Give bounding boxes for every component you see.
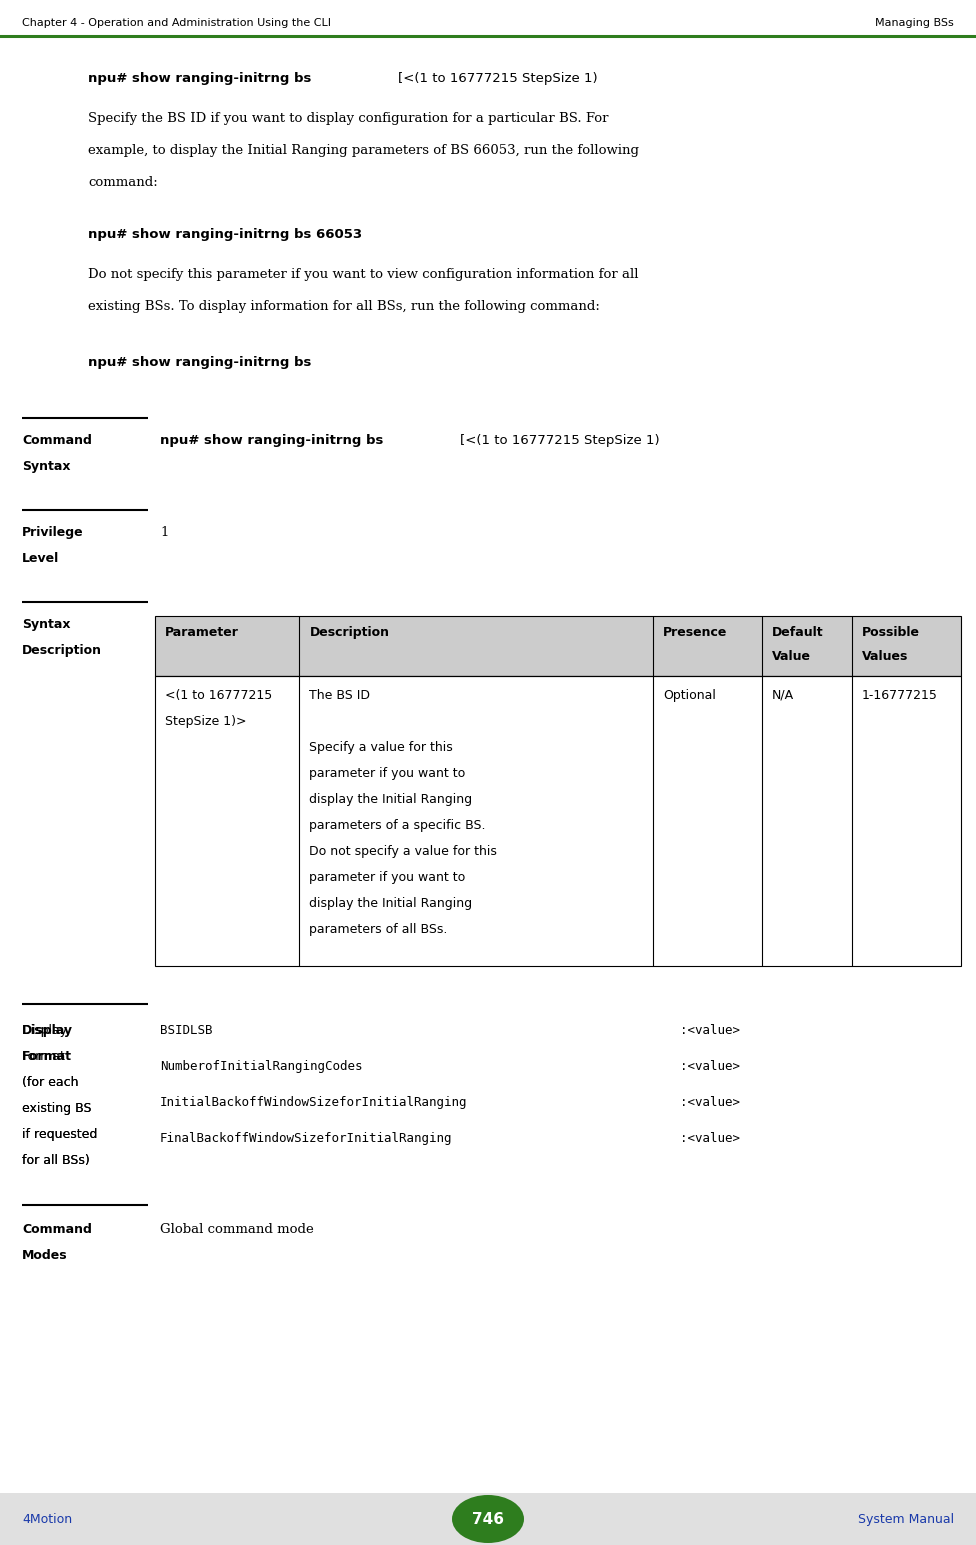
Text: existing BS: existing BS [22, 1102, 92, 1115]
Text: Level: Level [22, 552, 60, 565]
Text: parameter if you want to: parameter if you want to [309, 871, 466, 884]
Text: Description: Description [309, 626, 389, 640]
Text: (for each: (for each [22, 1075, 78, 1089]
Text: Do not specify a value for this: Do not specify a value for this [309, 845, 498, 857]
Text: <(1 to 16777215: <(1 to 16777215 [165, 689, 272, 701]
Text: Possible: Possible [862, 626, 919, 640]
Text: npu# show ranging-initrng bs: npu# show ranging-initrng bs [160, 434, 388, 447]
Ellipse shape [452, 1496, 524, 1543]
Text: 1-16777215: 1-16777215 [862, 689, 938, 701]
Text: npu# show ranging-initrng bs 66053: npu# show ranging-initrng bs 66053 [88, 229, 362, 241]
Text: FinalBackoffWindowSizeforInitialRanging: FinalBackoffWindowSizeforInitialRanging [160, 1132, 453, 1145]
Text: if requested: if requested [22, 1128, 98, 1142]
Text: 4Motion: 4Motion [22, 1513, 72, 1526]
Text: Format: Format [22, 1051, 72, 1063]
Text: :<value>: :<value> [680, 1060, 740, 1072]
Text: NumberofInitialRangingCodes: NumberofInitialRangingCodes [160, 1060, 362, 1072]
Bar [155, 677, 961, 966]
Text: 746: 746 [472, 1511, 504, 1526]
Text: Default: Default [772, 626, 824, 640]
Text: Syntax: Syntax [22, 618, 70, 630]
Text: StepSize 1)>: StepSize 1)> [165, 715, 247, 728]
Text: existing BSs. To display information for all BSs, run the following command:: existing BSs. To display information for… [88, 300, 600, 314]
Text: Specify the BS ID if you want to display configuration for a particular BS. For: Specify the BS ID if you want to display… [88, 111, 608, 125]
Text: for all BSs): for all BSs) [22, 1154, 90, 1166]
Text: for all BSs): for all BSs) [22, 1154, 90, 1166]
Text: Managing BSs: Managing BSs [875, 19, 954, 28]
Text: Command: Command [22, 1224, 92, 1236]
Text: :<value>: :<value> [680, 1132, 740, 1145]
Text: :<value>: :<value> [680, 1024, 740, 1037]
Text: (for each: (for each [22, 1075, 78, 1089]
Text: display the Initial Ranging: display the Initial Ranging [309, 898, 472, 910]
Text: Display: Display [22, 1024, 68, 1037]
Text: example, to display the Initial Ranging parameters of BS 66053, run the followin: example, to display the Initial Ranging … [88, 144, 639, 158]
Text: Description: Description [22, 644, 102, 657]
Text: parameters of a specific BS.: parameters of a specific BS. [309, 819, 486, 833]
Text: Specify a value for this: Specify a value for this [309, 742, 453, 754]
Text: Optional: Optional [663, 689, 715, 701]
Text: Privilege: Privilege [22, 525, 84, 539]
Text: [<(1 to 16777215 StepSize 1): [<(1 to 16777215 StepSize 1) [460, 434, 660, 447]
Text: Format: Format [22, 1051, 65, 1063]
Text: existing BS: existing BS [22, 1102, 92, 1115]
Text: The BS ID: The BS ID [309, 689, 371, 701]
Text: Chapter 4 - Operation and Administration Using the CLI: Chapter 4 - Operation and Administration… [22, 19, 331, 28]
Text: command:: command: [88, 176, 158, 188]
Text: display the Initial Ranging: display the Initial Ranging [309, 793, 472, 806]
Text: Syntax: Syntax [22, 460, 70, 473]
Text: Value: Value [772, 650, 811, 663]
Text: Modes: Modes [22, 1248, 67, 1262]
Text: N/A: N/A [772, 689, 794, 701]
Text: npu# show ranging-initrng bs: npu# show ranging-initrng bs [88, 355, 311, 369]
Text: BSIDLSB: BSIDLSB [160, 1024, 213, 1037]
Text: 1: 1 [160, 525, 169, 539]
Text: Values: Values [862, 650, 909, 663]
Text: System Manual: System Manual [858, 1513, 954, 1526]
Text: npu# show ranging-initrng bs: npu# show ranging-initrng bs [88, 73, 316, 85]
Text: Presence: Presence [663, 626, 727, 640]
Bar [0, 1492, 976, 1545]
Text: Command: Command [22, 434, 92, 447]
Text: parameters of all BSs.: parameters of all BSs. [309, 922, 448, 936]
Text: Parameter: Parameter [165, 626, 239, 640]
Text: Do not specify this parameter if you want to view configuration information for : Do not specify this parameter if you wan… [88, 267, 638, 281]
Bar [155, 616, 961, 677]
Text: [<(1 to 16777215 StepSize 1): [<(1 to 16777215 StepSize 1) [398, 73, 597, 85]
Text: parameter if you want to: parameter if you want to [309, 766, 466, 780]
Text: :<value>: :<value> [680, 1095, 740, 1109]
Text: Global command mode: Global command mode [160, 1224, 313, 1236]
Text: Display: Display [22, 1024, 73, 1037]
Text: if requested: if requested [22, 1128, 98, 1142]
Text: InitialBackoffWindowSizeforInitialRanging: InitialBackoffWindowSizeforInitialRangin… [160, 1095, 468, 1109]
